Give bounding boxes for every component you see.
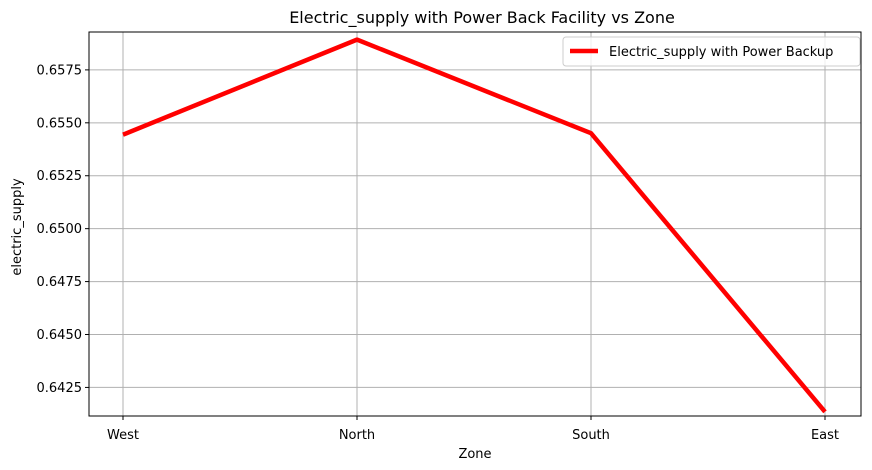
y-tick-label: 0.6575 [37,63,83,78]
chart-title: Electric_supply with Power Back Facility… [289,8,675,28]
y-tick-label: 0.6500 [37,222,83,237]
y-tick-label: 0.6550 [37,116,83,131]
y-tick-label: 0.6425 [37,381,83,396]
series-line [122,37,827,414]
x-tick-label: South [572,428,610,443]
grid-lines [89,32,861,416]
series-group [122,37,827,414]
x-axis-ticks: West North South East [107,416,839,443]
legend-label: Electric_supply with Power Backup [609,45,833,60]
y-tick-label: 0.6525 [37,169,83,184]
x-tick-label: West [107,428,139,443]
legend-box [562,36,861,67]
plot-area-frame [88,31,862,417]
x-axis-title: Zone [458,447,491,462]
y-axis-ticks: 0.6425 0.6450 0.6475 0.6500 0.6525 0.6550 0.65… [37,63,89,396]
y-axis-title: electric_supply [10,178,25,276]
x-tick-label: North [339,428,375,443]
y-tick-label: 0.6475 [37,275,83,290]
y-tick-label: 0.6450 [37,328,83,343]
legend: Electric_supply with Power Backup [562,36,861,67]
x-tick-label: East [811,428,839,443]
